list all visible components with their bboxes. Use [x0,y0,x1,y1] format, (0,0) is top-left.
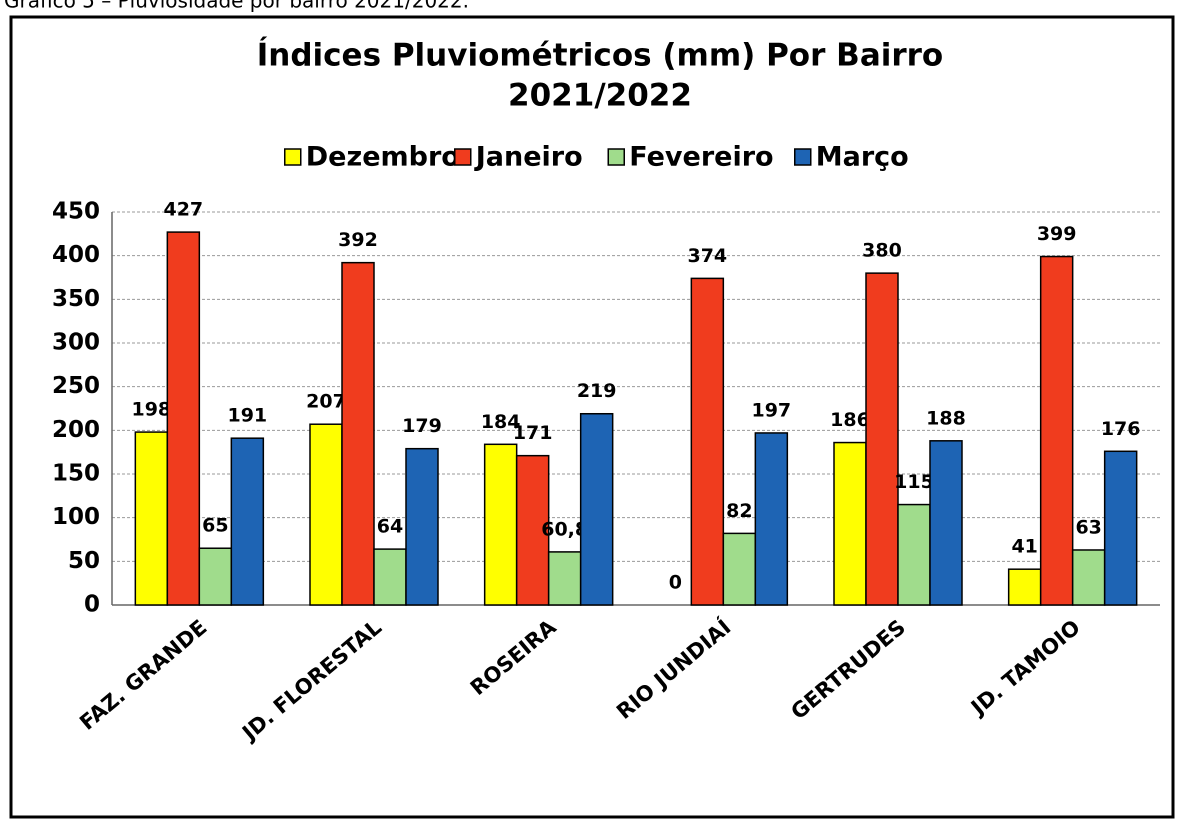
legend-label: Março [816,142,909,173]
bar [833,441,867,606]
bar [547,551,582,606]
caption: Gráfico 5 – Pluviosidade por bairro 2021… [4,0,469,13]
data-label: 186 [830,409,870,431]
y-tick-label: 250 [52,373,100,399]
y-tick-label: 200 [52,417,100,443]
data-label: 41 [1011,536,1037,558]
data-label: 64 [377,516,403,538]
data-label: 179 [402,415,442,437]
y-tick-label: 400 [52,242,100,268]
y-tick-label: 100 [52,504,100,530]
y-tick-label: 50 [68,548,100,574]
legend-swatch [794,148,812,166]
data-label: 427 [163,199,203,221]
bar [1039,255,1074,606]
bar [1071,549,1106,606]
bar [309,423,343,606]
bar [929,440,963,606]
bar [579,412,614,606]
data-label: 392 [338,229,378,251]
chart-subtitle: 2021/2022 [508,78,692,114]
bar [1103,450,1138,606]
legend-label: Janeiro [474,142,583,173]
y-tick-label: 450 [52,199,100,225]
data-label: 380 [862,240,902,262]
bar [722,532,757,606]
data-label: 65 [202,515,228,537]
bar [198,547,233,606]
data-label: 82 [726,500,752,522]
y-tick-label: 150 [52,461,100,487]
bar [373,548,407,606]
bar [690,277,725,606]
bar [230,437,265,606]
bar [166,231,201,606]
data-label: 207 [306,391,346,413]
data-label: 0 [669,572,682,594]
data-label: 374 [687,245,727,267]
data-label: 115 [894,471,934,493]
data-label: 60,8 [541,518,588,540]
chart-title: Índices Pluviométricos (mm) Por Bairro [257,38,943,74]
data-label: 184 [481,411,521,433]
bar [515,454,550,606]
y-tick-label: 0 [84,592,100,618]
legend-swatch [454,148,472,166]
bar [483,443,518,606]
legend-label: Fevereiro [629,142,773,173]
legend-swatch [607,148,625,166]
data-label: 191 [227,405,267,427]
data-label: 63 [1075,516,1101,538]
legend-swatch [284,148,302,166]
data-label: 176 [1101,418,1141,440]
bar [1007,568,1042,606]
data-label: 219 [577,380,617,402]
data-label: 198 [131,399,171,421]
data-label: 197 [751,399,791,421]
bar [405,447,439,606]
data-label: 399 [1037,223,1077,245]
bar [134,431,169,606]
bar [341,261,375,606]
data-label: 188 [926,407,966,429]
y-tick-label: 300 [52,330,100,356]
y-tick-label: 350 [52,286,100,312]
bar [754,432,789,606]
data-label: 171 [513,422,553,444]
bar [865,272,899,606]
legend-label: Dezembro [306,142,460,173]
bar [897,503,931,606]
